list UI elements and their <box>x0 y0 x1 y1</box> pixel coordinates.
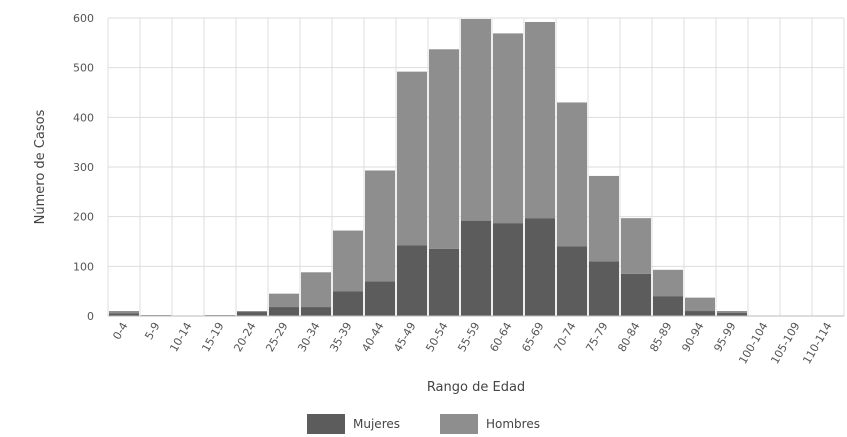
bar-mujeres-35-39 <box>333 291 363 316</box>
y-tick-label-0: 0 <box>87 310 94 323</box>
x-tick-label-35-39: 35-39 <box>327 320 354 354</box>
bar-hombres-25-29 <box>269 293 299 308</box>
x-tick-label-90-94: 90-94 <box>679 320 706 354</box>
bar-mujeres-75-79 <box>589 261 619 316</box>
bar-hombres-70-74 <box>557 102 587 247</box>
bar-hombres-0-4 <box>109 311 139 314</box>
y-axis-title: Número de Casos <box>33 109 48 224</box>
x-tick-label-85-89: 85-89 <box>647 320 674 354</box>
bar-mujeres-25-29 <box>269 307 299 316</box>
x-tick-label-75-79: 75-79 <box>583 320 610 354</box>
legend-label-mujeres: Mujeres <box>353 417 400 431</box>
x-axis-title: Rango de Edad <box>427 380 525 395</box>
bar-mujeres-60-64 <box>493 223 523 316</box>
bar-mujeres-55-59 <box>461 220 491 316</box>
bar-hombres-80-84 <box>621 218 651 274</box>
legend: Mujeres Hombres <box>0 412 847 436</box>
x-tick-label-95-99: 95-99 <box>711 320 738 354</box>
x-tick-label-0-4: 0-4 <box>110 320 130 342</box>
bar-mujeres-95-99 <box>717 313 747 316</box>
bar-hombres-85-89 <box>653 269 683 297</box>
bar-hombres-45-49 <box>397 71 427 246</box>
bar-hombres-75-79 <box>589 175 619 262</box>
x-tick-label-110-114: 110-114 <box>800 320 834 366</box>
x-tick-label-50-54: 50-54 <box>423 320 450 354</box>
x-tick-label-15-19: 15-19 <box>199 320 226 354</box>
bar-mujeres-30-34 <box>301 307 331 316</box>
bar-hombres-30-34 <box>301 272 331 308</box>
x-tick-label-30-34: 30-34 <box>295 320 322 354</box>
x-tick-label-70-74: 70-74 <box>551 320 578 354</box>
legend-item-hombres: Hombres <box>440 414 540 434</box>
bar-hombres-90-94 <box>685 297 715 312</box>
y-tick-label-1: 100 <box>73 260 94 273</box>
bar-mujeres-70-74 <box>557 246 587 316</box>
y-tick-label-6: 600 <box>73 12 94 25</box>
legend-swatch-mujeres <box>307 414 346 434</box>
x-tick-label-45-49: 45-49 <box>391 320 418 354</box>
legend-swatch-hombres <box>440 414 478 434</box>
x-tick-label-100-104: 100-104 <box>736 320 770 366</box>
x-tick-label-20-24: 20-24 <box>231 320 258 354</box>
x-tick-label-105-109: 105-109 <box>768 320 802 366</box>
bar-hombres-65-69 <box>525 21 555 219</box>
x-tick-label-65-69: 65-69 <box>519 320 546 354</box>
y-tick-label-3: 300 <box>73 161 94 174</box>
bar-mujeres-40-44 <box>365 281 395 316</box>
bar-hombres-50-54 <box>429 49 459 249</box>
bar-hombres-20-24 <box>237 311 267 313</box>
bar-mujeres-45-49 <box>397 245 427 316</box>
x-tick-label-55-59: 55-59 <box>455 320 482 354</box>
x-tick-label-80-84: 80-84 <box>615 320 642 354</box>
bar-mujeres-50-54 <box>429 248 459 316</box>
legend-label-hombres: Hombres <box>486 417 540 431</box>
y-tick-label-4: 400 <box>73 111 94 124</box>
x-tick-label-10-14: 10-14 <box>167 320 194 354</box>
bar-mujeres-90-94 <box>685 311 715 316</box>
x-tick-label-5-9: 5-9 <box>142 320 162 342</box>
bar-hombres-35-39 <box>333 230 363 292</box>
bar-mujeres-20-24 <box>237 312 267 316</box>
legend-item-mujeres: Mujeres <box>307 414 400 434</box>
x-tick-label-60-64: 60-64 <box>487 320 514 354</box>
y-tick-label-2: 200 <box>73 211 94 224</box>
bar-mujeres-80-84 <box>621 273 651 316</box>
bar-hombres-40-44 <box>365 170 395 282</box>
bar-hombres-55-59 <box>461 18 491 221</box>
x-tick-label-40-44: 40-44 <box>359 320 386 354</box>
bar-mujeres-65-69 <box>525 218 555 316</box>
x-tick-label-25-29: 25-29 <box>263 320 290 354</box>
bar-hombres-60-64 <box>493 33 523 224</box>
bar-mujeres-85-89 <box>653 296 683 316</box>
bar-hombres-95-99 <box>717 311 747 314</box>
y-tick-label-5: 500 <box>73 62 94 75</box>
bar-mujeres-0-4 <box>109 313 139 316</box>
